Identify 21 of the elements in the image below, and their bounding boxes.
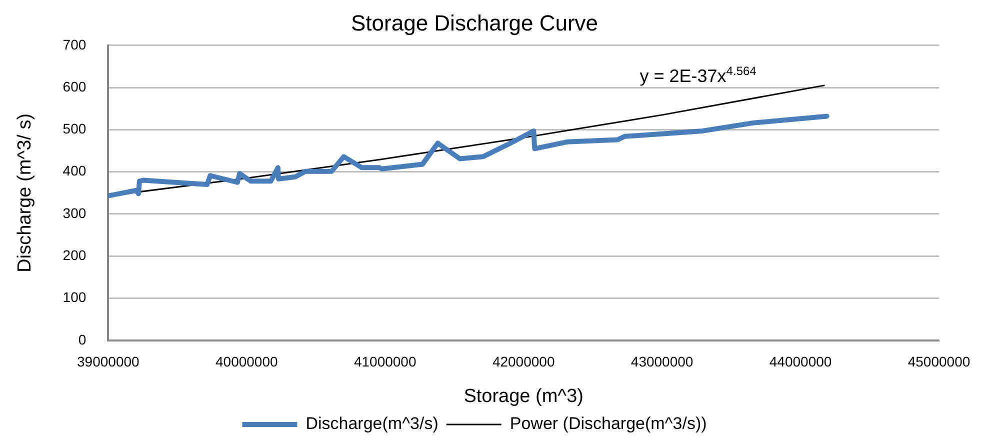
- x-tick-label: 45000000: [908, 354, 970, 370]
- chart-title: Storage Discharge Curve: [350, 10, 598, 36]
- y-tick-label: 400: [62, 162, 86, 179]
- legend-label: Power (Discharge(m^3/s)): [510, 414, 707, 434]
- x-tick-label: 39000000: [77, 354, 140, 370]
- x-tick-label: 40000000: [215, 354, 278, 370]
- y-tick-label: 500: [62, 120, 86, 137]
- annotation: y = 2E-37x$^{4.564}$: [640, 64, 756, 88]
- y-tick-label: 700: [62, 36, 86, 52]
- x-tick-label: 43000000: [630, 354, 694, 370]
- y-tick-label: 300: [62, 204, 86, 221]
- y-axis-title: Discharge (m^3/ s): [14, 113, 36, 272]
- y-tick-label: 600: [62, 78, 86, 94]
- legend-label: Discharge(m^3/s): [306, 414, 438, 434]
- x-axis-title: Storage (m^3): [464, 386, 584, 407]
- x-tick-label: 41000000: [354, 354, 416, 370]
- y-tick-label: 100: [62, 289, 86, 306]
- x-tick-label: 44000000: [769, 354, 832, 370]
- x-tick-label: 42000000: [492, 354, 555, 370]
- y-tick-label: 200: [62, 246, 86, 263]
- y-tick-label: 0: [78, 331, 86, 348]
